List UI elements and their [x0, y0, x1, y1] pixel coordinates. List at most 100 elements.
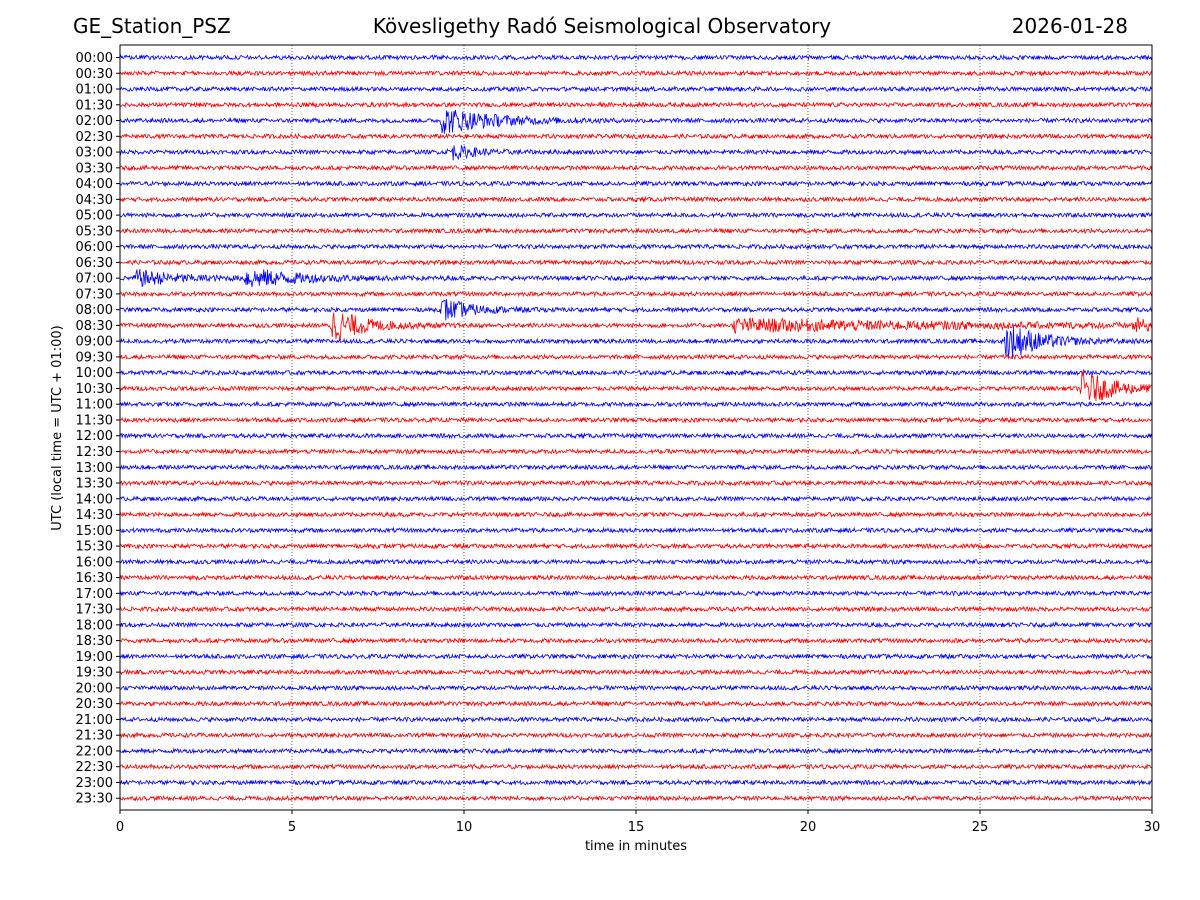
trace-0600 — [119, 243, 1153, 251]
trace-1500 — [119, 526, 1153, 534]
y-tick-label: 06:30 — [76, 256, 113, 271]
y-tick-label: 20:30 — [76, 697, 113, 712]
y-tick-label: 04:30 — [76, 193, 113, 208]
trace-0330 — [119, 164, 1153, 172]
trace-2300 — [119, 778, 1153, 787]
y-tick-label: 18:00 — [76, 618, 113, 633]
x-axis-label: time in minutes — [585, 839, 687, 854]
trace-1900 — [119, 652, 1153, 660]
y-tick-label: 15:30 — [76, 540, 113, 555]
y-tick-label: 07:30 — [76, 287, 113, 302]
y-tick-label: 02:00 — [76, 114, 113, 129]
y-tick-label: 22:00 — [76, 744, 113, 759]
y-axis-label: UTC (local time = UTC + 01:00) — [50, 325, 65, 530]
trace-0130 — [119, 101, 1153, 109]
trace-1730 — [119, 605, 1153, 613]
trace-2030 — [119, 700, 1153, 708]
x-tick-label: 10 — [456, 820, 473, 835]
trace-0930 — [119, 353, 1153, 361]
y-tick-label: 08:00 — [76, 303, 113, 318]
trace-0630 — [119, 258, 1153, 266]
y-tick-label: 13:00 — [76, 461, 113, 476]
trace-0700 — [119, 268, 1153, 288]
x-tick-label: 30 — [1144, 820, 1161, 835]
y-tick-label: 01:00 — [76, 83, 113, 98]
y-tick-label: 10:00 — [76, 366, 113, 381]
y-tick-label: 23:00 — [76, 776, 113, 791]
trace-1030 — [119, 369, 1153, 402]
y-tick-label: 03:30 — [76, 161, 113, 176]
trace-2200 — [119, 747, 1153, 755]
trace-1400 — [119, 495, 1153, 503]
x-axis-ticks: 0 5 10 15 20 25 30 — [116, 810, 1160, 835]
trace-0900 — [119, 325, 1153, 359]
x-tick-label: 15 — [628, 820, 645, 835]
trace-0430 — [119, 195, 1153, 203]
y-tick-label: 00:00 — [76, 51, 113, 66]
y-tick-label: 06:00 — [76, 240, 113, 255]
y-tick-label: 18:30 — [76, 634, 113, 649]
y-tick-label: 21:30 — [76, 729, 113, 744]
trace-0000 — [119, 53, 1153, 62]
y-tick-label: 15:00 — [76, 524, 113, 539]
y-tick-label: 00:30 — [76, 67, 113, 82]
trace-0030 — [119, 69, 1153, 77]
y-tick-label: 01:30 — [76, 98, 113, 113]
trace-1930 — [119, 668, 1153, 676]
trace-0230 — [119, 132, 1153, 140]
trace-1830 — [119, 637, 1153, 645]
trace-1700 — [119, 589, 1153, 597]
trace-2230 — [119, 763, 1153, 771]
x-tick-label: 0 — [116, 820, 124, 835]
y-tick-label: 17:30 — [76, 603, 113, 618]
y-tick-label: 12:00 — [76, 429, 113, 444]
x-tick-label: 25 — [972, 820, 989, 835]
x-tick-label: 5 — [288, 820, 296, 835]
y-tick-label: 17:00 — [76, 587, 113, 602]
trace-1230 — [119, 447, 1153, 456]
trace-0730 — [119, 290, 1153, 298]
trace-0800 — [119, 299, 1153, 321]
trace-0100 — [119, 85, 1153, 93]
gridlines — [291, 45, 981, 810]
y-tick-label: 23:30 — [76, 792, 113, 807]
y-tick-label: 13:30 — [76, 477, 113, 492]
y-tick-label: 09:30 — [76, 350, 113, 365]
y-tick-label: 11:00 — [76, 398, 113, 413]
trace-2100 — [119, 715, 1153, 723]
y-tick-label: 07:00 — [76, 272, 113, 287]
y-tick-label: 08:30 — [76, 319, 113, 334]
y-tick-label: 16:00 — [76, 555, 113, 570]
y-tick-label: 05:00 — [76, 209, 113, 224]
trace-1130 — [119, 416, 1153, 424]
trace-0300 — [119, 144, 1153, 161]
y-tick-label: 05:30 — [76, 224, 113, 239]
trace-1100 — [119, 400, 1153, 408]
trace-0530 — [119, 227, 1153, 235]
record-date: 2026-01-28 — [1011, 14, 1128, 38]
y-tick-label: 10:30 — [76, 382, 113, 397]
trace-1800 — [119, 621, 1153, 629]
trace-0400 — [119, 179, 1153, 188]
seismic-traces — [119, 53, 1153, 802]
y-tick-label: 14:30 — [76, 508, 113, 523]
trace-1330 — [119, 479, 1153, 487]
trace-0830 — [119, 312, 1153, 341]
y-tick-label: 22:30 — [76, 760, 113, 775]
trace-1630 — [119, 573, 1153, 582]
y-tick-label: 11:30 — [76, 413, 113, 428]
y-tick-label: 12:30 — [76, 445, 113, 460]
y-tick-label: 02:30 — [76, 130, 113, 145]
trace-1530 — [119, 542, 1153, 550]
y-tick-label: 09:00 — [76, 335, 113, 350]
y-tick-label: 19:30 — [76, 666, 113, 681]
trace-0500 — [119, 211, 1153, 219]
y-tick-label: 04:00 — [76, 177, 113, 192]
trace-1000 — [119, 369, 1153, 377]
station-name: GE_Station_PSZ — [73, 14, 231, 38]
y-tick-label: 21:00 — [76, 713, 113, 728]
y-tick-label: 03:00 — [76, 146, 113, 161]
trace-1600 — [119, 558, 1153, 566]
y-tick-label: 16:30 — [76, 571, 113, 586]
trace-1300 — [119, 463, 1153, 471]
